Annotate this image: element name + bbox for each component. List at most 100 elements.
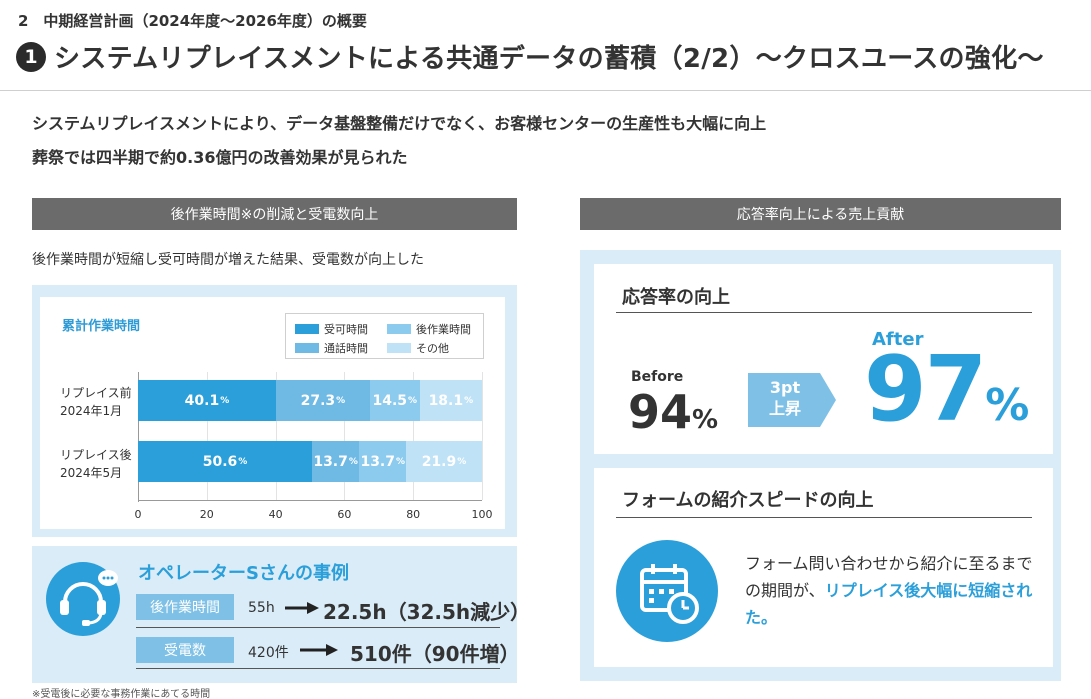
row-label-before: リプレイス前 2024年1月 — [60, 384, 132, 420]
legend-label: 後作業時間 — [416, 323, 471, 336]
x-tick-label: 60 — [337, 508, 352, 521]
bar-value-label: 18.1 — [428, 392, 464, 409]
case-row-before: 55h — [248, 600, 275, 616]
row-category: リプレイス前 — [60, 386, 132, 400]
case-row-after: 22.5h（32.5h減少） — [323, 600, 531, 624]
form-desc-highlight: リプレイス後大幅に短縮された。 — [745, 581, 1033, 627]
bar-value-unit: % — [348, 456, 358, 467]
legend-swatch — [387, 324, 411, 334]
x-tick-label: 80 — [406, 508, 421, 521]
headset-operator-icon — [46, 562, 120, 636]
case-divider — [136, 627, 500, 628]
bar-segment: 21.9% — [406, 441, 482, 482]
after-unit: % — [985, 380, 1030, 431]
bar-value-label: 50.6 — [202, 453, 238, 470]
case-title: オペレーターSさんの事例 — [138, 563, 349, 584]
grid-line — [344, 372, 346, 500]
title-divider — [0, 90, 1091, 91]
page-title: 1 システムリプレイスメントによる共通データの蓄積（2/2）～クロスユースの強化… — [16, 38, 1044, 75]
increase-arrow-icon — [748, 373, 836, 427]
y-axis — [138, 372, 139, 502]
left-section-header: 後作業時間※の削減と受電数向上 — [32, 198, 517, 230]
summary-line-2: 葬祭では四半期で約0.36億円の改善効果が見られた — [32, 148, 408, 167]
x-tick-label: 20 — [199, 508, 214, 521]
increase-word: 上昇 — [768, 399, 801, 418]
bar-value-unit: % — [238, 456, 248, 467]
response-rate-title: 応答率の向上 — [622, 287, 730, 308]
case-row-label: 受電数 — [136, 637, 234, 663]
x-axis — [138, 500, 482, 501]
legend-swatch — [295, 324, 319, 334]
bar-segment: 40.1% — [138, 380, 276, 421]
bar-value-unit: % — [464, 395, 474, 406]
bar-segment: 14.5% — [369, 380, 420, 421]
bar-segment: 13.7% — [359, 441, 407, 482]
bar-value-unit: % — [220, 395, 230, 406]
before-label: Before — [631, 369, 684, 385]
left-section-description: 後作業時間が短縮し受可時間が増えた結果、受電数が向上した — [32, 252, 424, 268]
after-number: 97 — [864, 337, 987, 442]
bar-value-unit: % — [457, 456, 467, 467]
legend-item-0: 受可時間 — [295, 321, 368, 337]
right-arrow-icon — [285, 602, 319, 614]
legend-item-1: 後作業時間 — [387, 321, 471, 337]
bar-value-unit: % — [408, 395, 418, 406]
chart-title: 累計作業時間 — [62, 319, 141, 334]
footnote: ※受電後に必要な事務作業にあてる時間 — [32, 689, 211, 699]
bar-value-unit: % — [336, 395, 346, 406]
section-label: 2 中期経営計画（2024年度～2026年度）の概要 — [18, 12, 367, 30]
legend-label: その他 — [416, 342, 449, 355]
right-section-header: 応答率向上による売上貢献 — [580, 198, 1061, 230]
summary-line-1: システムリプレイスメントにより、データ基盤整備だけでなく、お客様センターの生産性… — [32, 114, 767, 133]
legend-swatch — [295, 343, 319, 353]
grid-line — [413, 372, 415, 500]
after-value: 97% — [864, 340, 1029, 456]
legend-swatch — [387, 343, 411, 353]
page-title-text: システムリプレイスメントによる共通データの蓄積（2/2）～クロスユースの強化～ — [54, 44, 1044, 74]
bar-segment: 27.3% — [275, 380, 370, 421]
bar-value-label: 14.5 — [372, 392, 408, 409]
bar-value-label: 40.1 — [184, 392, 220, 409]
case-row-label: 後作業時間 — [136, 594, 234, 620]
legend-item-3: その他 — [387, 340, 449, 356]
card-divider — [616, 312, 1032, 313]
grid-line — [206, 372, 208, 500]
bar-segment: 18.1% — [419, 380, 482, 421]
before-unit: % — [692, 405, 719, 435]
x-tick-label: 40 — [268, 508, 283, 521]
case-row-after: 510件（90件増） — [350, 642, 520, 666]
legend-item-2: 通話時間 — [295, 340, 368, 356]
form-speed-description: フォーム問い合わせから紹介に至るまでの期間が、リプレイス後大幅に短縮された。 — [745, 550, 1045, 631]
legend-label: 受可時間 — [324, 323, 368, 336]
increase-text: 3pt 上昇 — [752, 377, 818, 419]
calendar-clock-icon — [616, 540, 718, 642]
row-label-after: リプレイス後 2024年5月 — [60, 446, 132, 482]
bar-value-unit: % — [396, 456, 406, 467]
before-number: 94 — [628, 385, 693, 439]
increase-amount: 3pt — [769, 378, 801, 397]
bar-value-label: 27.3 — [300, 392, 336, 409]
x-tick-label: 0 — [134, 508, 142, 521]
chart-legend: 受可時間 後作業時間 通話時間 その他 — [285, 313, 484, 359]
form-desc-text: フォーム問い合わせから紹介に至るまでの期間が、 — [745, 554, 1033, 600]
right-arrow-icon — [300, 644, 338, 656]
row-category: リプレイス後 — [60, 448, 132, 462]
legend-label: 通話時間 — [324, 342, 368, 355]
bar-segment: 13.7% — [312, 441, 360, 482]
bar-segment: 50.6% — [138, 441, 313, 482]
grid-line — [482, 372, 483, 500]
row-sublabel: 2024年5月 — [60, 466, 123, 480]
title-number-badge: 1 — [16, 41, 46, 72]
case-row-before: 420件 — [248, 645, 289, 661]
bar-value-label: 21.9 — [421, 453, 457, 470]
bar-value-label: 13.7 — [360, 453, 395, 470]
before-value: 94% — [628, 385, 718, 439]
response-rate-card — [594, 264, 1053, 454]
bar-value-label: 13.7 — [313, 453, 348, 470]
grid-line — [275, 372, 277, 500]
case-divider — [136, 668, 500, 669]
card-divider — [616, 517, 1032, 518]
form-speed-title: フォームの紹介スピードの向上 — [622, 490, 874, 511]
row-sublabel: 2024年1月 — [60, 404, 123, 418]
after-label: After — [872, 329, 924, 350]
